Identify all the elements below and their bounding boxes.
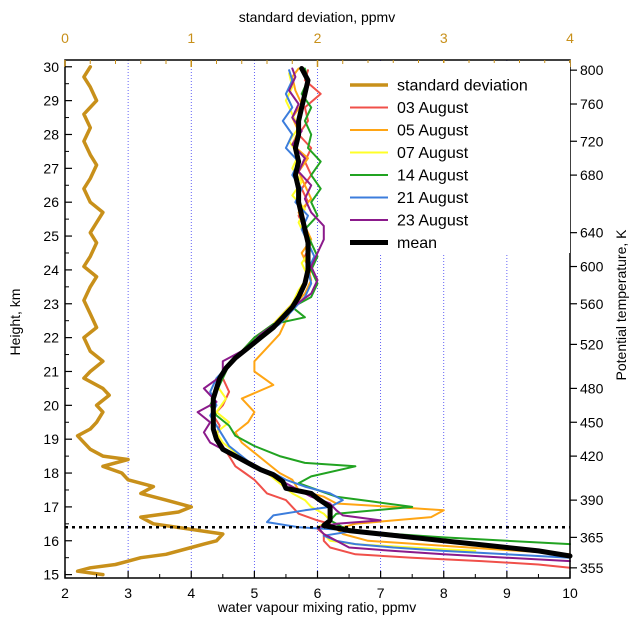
legend-label-07-august: 07 August [397,145,469,162]
legend-label-mean: mean [397,235,437,252]
right-tick-label-600: 600 [580,259,604,275]
top-tick-label-4: 4 [566,30,574,46]
y-tick-label-16: 16 [43,533,59,549]
x-axis-title: water vapour mixing ratio, ppmv [217,599,416,615]
legend-background [345,63,570,253]
right-tick-label-800: 800 [580,62,604,78]
right-tick-label-365: 365 [580,529,604,545]
right-tick-label-760: 760 [580,96,604,112]
series-line-23-august [196,67,571,563]
right-tick-label-680: 680 [580,167,604,183]
y-tick-label-15: 15 [43,567,59,583]
axis-ticks: 2 3 4 5 6 7 8 9 100 1 2 3 41516171819202122232425262… [43,30,603,601]
x-tick-label-6: 6 [314,585,322,601]
y-tick-label-20: 20 [43,397,59,413]
right-tick-label-480: 480 [580,380,604,396]
x-tick-label-7: 7 [377,585,385,601]
y-tick-label-27: 27 [43,160,59,176]
x-tick-label-4: 4 [187,585,195,601]
x-tick-label-2: 2 [61,585,69,601]
y-tick-label-30: 30 [43,59,59,75]
right-tick-label-520: 520 [580,336,604,352]
top-tick-label-3: 3 [440,30,448,46]
x-tick-label-9: 9 [503,585,511,601]
y-axis-title: Height, km [7,289,23,356]
top-tick-label-0: 0 [61,30,69,46]
legend: standard deviation 03 August 05 August 07 A… [345,63,570,253]
y-tick-label-24: 24 [43,262,59,278]
legend-label-standard-deviation: standard deviation [397,78,528,95]
y-tick-label-23: 23 [43,296,59,312]
top-tick-label-2: 2 [314,30,322,46]
series-line-mean [210,66,573,559]
x-tick-label-8: 8 [440,585,448,601]
legend-label-05-august: 05 August [397,123,469,140]
y-tick-label-26: 26 [43,194,59,210]
y-tick-label-29: 29 [43,93,59,109]
y-tick-label-18: 18 [43,465,59,481]
top-tick-label-1: 1 [187,30,195,46]
y-tick-label-25: 25 [43,228,59,244]
y-tick-label-19: 19 [43,431,59,447]
y-tick-label-21: 21 [43,363,59,379]
x-tick-label-10: 10 [562,585,578,601]
legend-label-03-august: 03 August [397,100,469,117]
right-tick-label-720: 720 [580,133,604,149]
legend-label-14-august: 14 August [397,168,469,185]
right-tick-label-560: 560 [580,296,604,312]
x-tick-label-5: 5 [250,585,258,601]
y-tick-label-22: 22 [43,330,59,346]
grid-lines [127,60,508,578]
right-tick-label-355: 355 [580,560,604,576]
right-tick-label-420: 420 [580,448,604,464]
top-axis-title: standard deviation, ppmv [239,9,395,25]
right-tick-label-640: 640 [580,225,604,241]
right-tick-label-450: 450 [580,414,604,430]
right-axis-title: Potential temperature, K [613,229,629,381]
series-line-standard-deviation [75,65,225,577]
legend-label-23-august: 23 August [397,213,469,230]
legend-label-21-august: 21 August [397,190,469,207]
y-tick-label-28: 28 [43,126,59,142]
x-tick-label-3: 3 [124,585,132,601]
right-tick-label-390: 390 [580,492,604,508]
y-tick-label-17: 17 [43,499,59,515]
